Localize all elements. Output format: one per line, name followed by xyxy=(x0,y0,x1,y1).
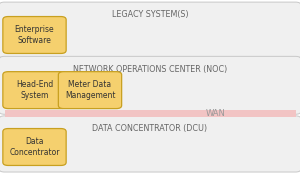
FancyBboxPatch shape xyxy=(0,56,300,114)
FancyBboxPatch shape xyxy=(0,2,300,58)
Text: LEGACY SYSTEM(S): LEGACY SYSTEM(S) xyxy=(112,10,188,19)
Text: Head-End
System: Head-End System xyxy=(16,80,53,100)
Text: Meter Data
Management: Meter Data Management xyxy=(65,80,115,100)
Text: Data
Concentrator: Data Concentrator xyxy=(9,137,60,157)
FancyBboxPatch shape xyxy=(3,16,66,54)
Text: NETWORK OPERATIONS CENTER (NOC): NETWORK OPERATIONS CENTER (NOC) xyxy=(73,65,227,74)
Text: Enterprise
Software: Enterprise Software xyxy=(15,25,54,45)
FancyBboxPatch shape xyxy=(0,116,300,172)
FancyBboxPatch shape xyxy=(3,72,66,108)
FancyBboxPatch shape xyxy=(3,128,66,166)
Text: DATA CONCENTRATOR (DCU): DATA CONCENTRATOR (DCU) xyxy=(92,124,208,133)
FancyBboxPatch shape xyxy=(58,72,122,108)
Bar xyxy=(4,110,296,117)
Text: WAN: WAN xyxy=(206,109,226,118)
